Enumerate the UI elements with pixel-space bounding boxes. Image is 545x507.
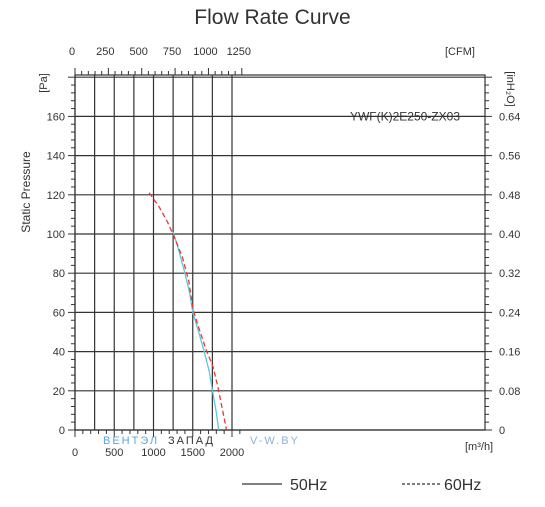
left-tick-label: 40 [53, 347, 65, 359]
right-tick-label: 0.08 [499, 386, 520, 398]
model-label: YWF(K)2E250-ZX03 [350, 109, 460, 123]
watermark-text-2: ЗАПАД [168, 435, 215, 447]
top-unit-label: [CFM] [445, 46, 475, 58]
bottom-tick-label: 0 [72, 447, 78, 459]
bottom-tick-label: 1500 [181, 447, 205, 459]
top-tick-label: 1000 [193, 46, 217, 58]
watermark-text-1: ВЕНТЭЛ [103, 435, 159, 447]
left-tick-label: 120 [47, 190, 65, 202]
left-tick-label: 100 [47, 229, 65, 241]
series-line-50hz [172, 231, 220, 431]
top-tick-label: 0 [69, 46, 75, 58]
left-tick-label: 140 [47, 151, 65, 163]
right-tick-label: 0.16 [499, 347, 520, 359]
left-unit-label: [Pa] [38, 73, 50, 93]
right-tick-label: 0.48 [499, 190, 520, 202]
right-tick-label: 0.40 [499, 229, 520, 241]
legend-label-50hz: 50Hz [290, 477, 327, 494]
top-tick-label: 500 [130, 46, 148, 58]
bottom-tick-label: 2000 [220, 447, 244, 459]
right-tick-label: 0 [499, 425, 505, 437]
plot-frame [74, 74, 486, 431]
right-tick-label: 0.56 [499, 151, 520, 163]
bottom-unit-label: [m³/h] [465, 441, 493, 453]
chart-title: Flow Rate Curve [194, 6, 351, 29]
left-tick-label: 80 [53, 268, 65, 280]
top-tick-label: 750 [163, 46, 181, 58]
right-tick-label: 0.24 [499, 307, 520, 319]
series-line-60hz [148, 192, 228, 431]
legend-label-60hz: 60Hz [444, 477, 481, 494]
right-tick-label: 0.64 [499, 111, 520, 123]
left-tick-label: 0 [59, 425, 65, 437]
bottom-tick-label: 1000 [141, 447, 165, 459]
left-tick-label: 60 [53, 307, 65, 319]
left-tick-label: 20 [53, 386, 65, 398]
bottom-tick-label: 500 [105, 447, 123, 459]
left-tick-label: 160 [47, 111, 65, 123]
right-tick-label: 0.32 [499, 268, 520, 280]
top-tick-label: 250 [96, 46, 114, 58]
top-tick-label: 1250 [227, 46, 251, 58]
watermark-text-3: V-W.BY [250, 435, 300, 447]
right-unit-label: [inH₂O] [504, 71, 516, 106]
